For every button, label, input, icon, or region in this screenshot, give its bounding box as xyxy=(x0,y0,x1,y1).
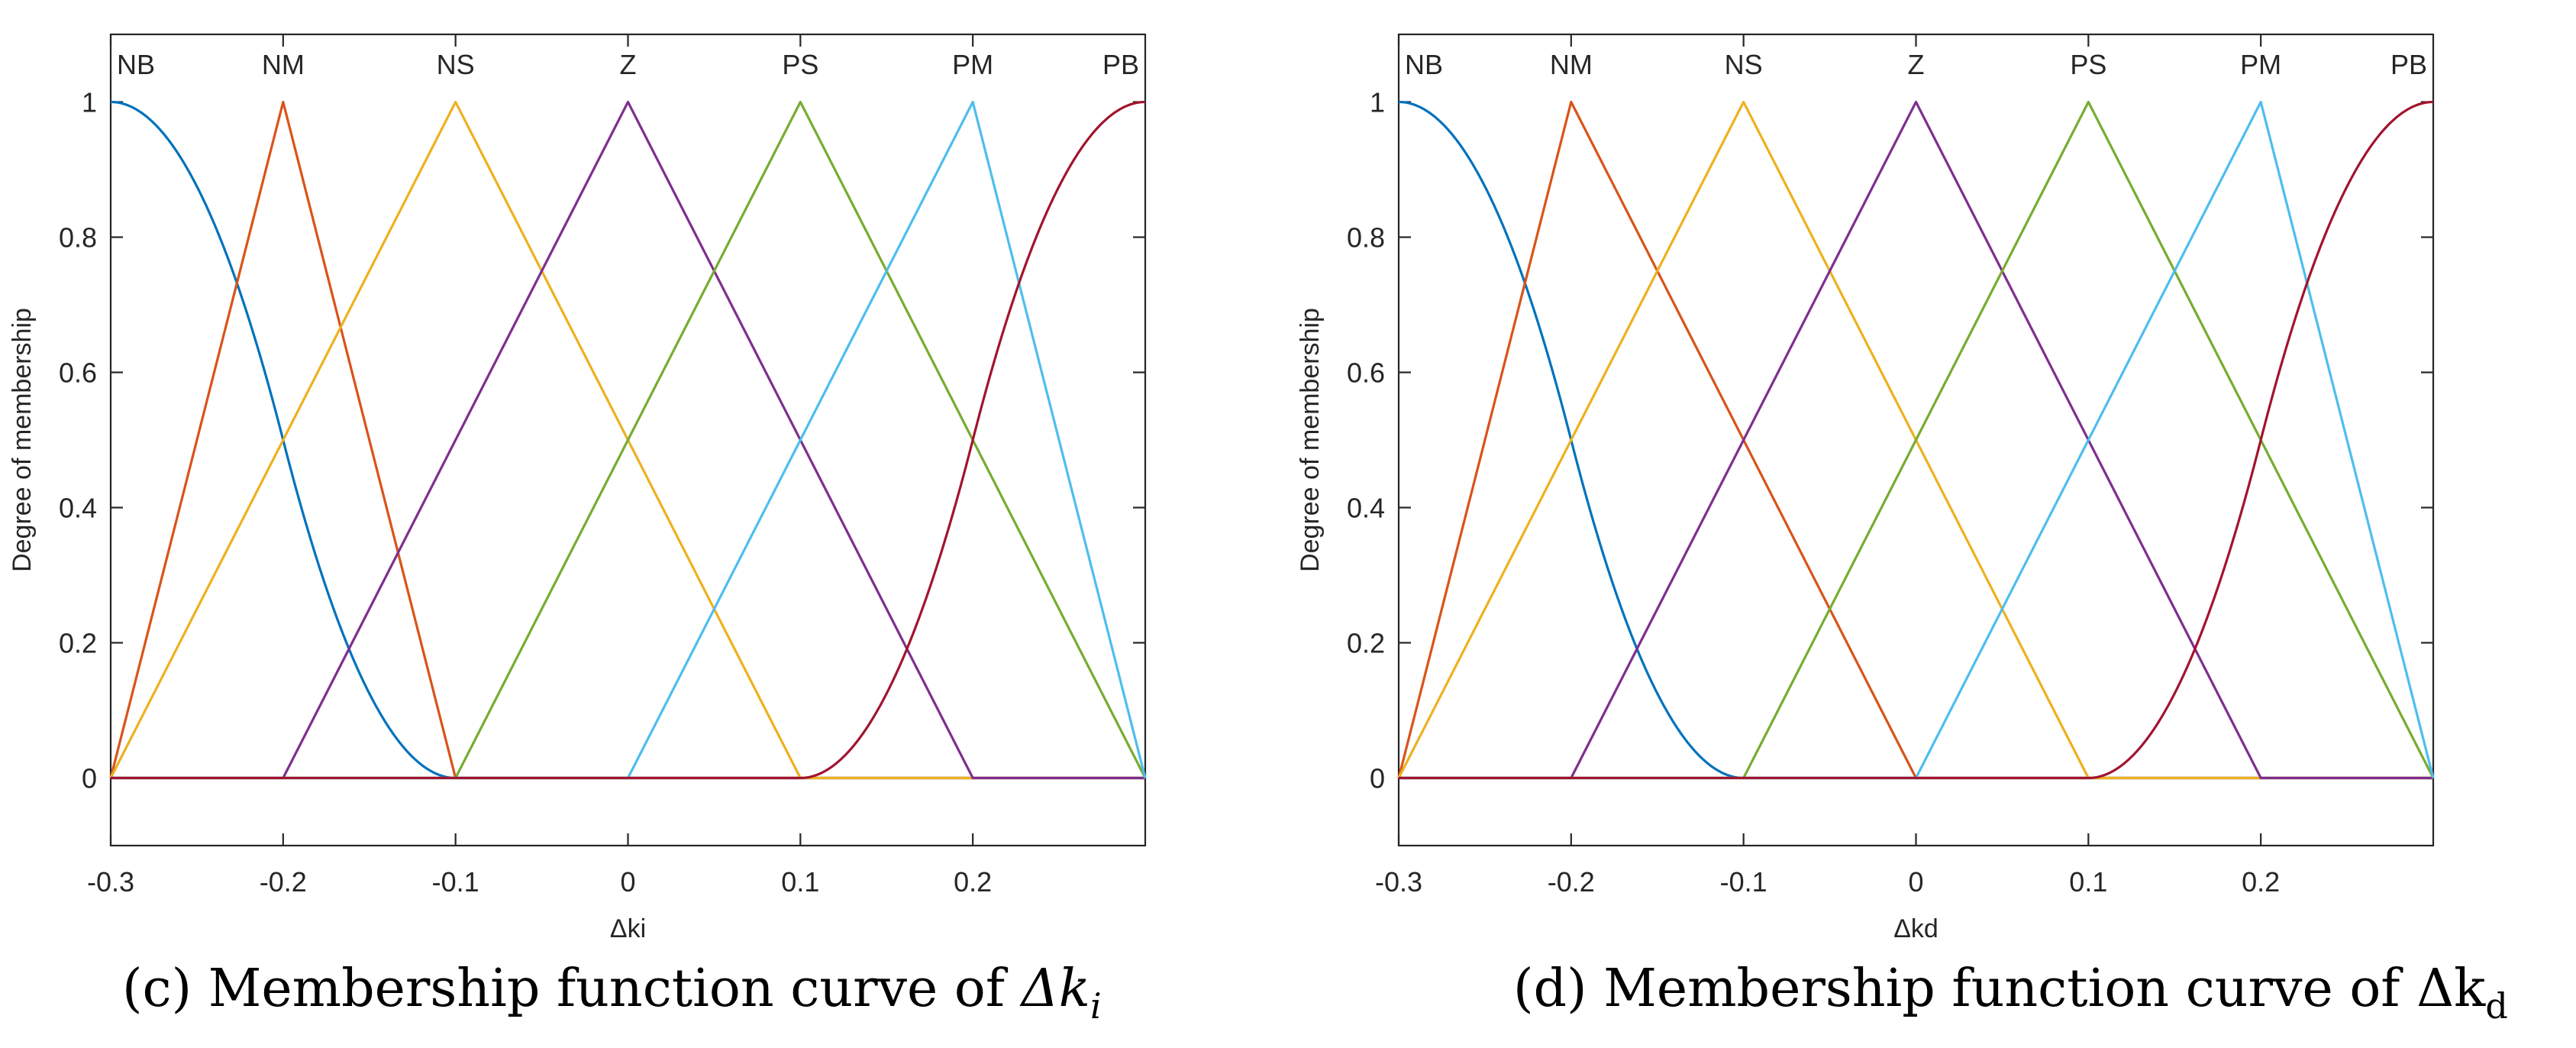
y-tick-label: 0.2 xyxy=(59,628,97,659)
y-tick-label: 0.8 xyxy=(1347,222,1385,254)
y-tick-label: 0 xyxy=(1370,763,1385,794)
x-tick-label: 0.1 xyxy=(2069,866,2107,898)
series-label-ns: NS xyxy=(437,49,475,80)
series-line-pb xyxy=(111,100,1146,780)
x-tick-label: -0.1 xyxy=(1720,866,1767,898)
caption-c-prefix: (c) Membership function curve of xyxy=(122,959,1022,1019)
series-line-ps xyxy=(111,100,1147,780)
series-label-ps: PS xyxy=(782,49,818,80)
caption-d: (d) Membership function curve of Δkd xyxy=(1513,947,2508,1031)
x-tick-label: 0.1 xyxy=(781,866,819,898)
y-tick-label: 0.4 xyxy=(59,493,97,524)
y-tick-label: 0.8 xyxy=(59,222,97,254)
x-tick-label: -0.3 xyxy=(1375,866,1422,898)
panel-c: -0.3 -0.2 -0.1 0 0.1 0.2 0 0.2 0.4 0.6 0.8 1 Δki Degr… xyxy=(0,0,1288,1045)
x-tick-label: -0.2 xyxy=(260,866,307,898)
series-label-nm: NM xyxy=(262,49,305,80)
series-label-pm: PM xyxy=(952,49,993,80)
panel-d: -0.3 -0.2 -0.1 0 0.1 0.2 0 0.2 0.4 0.6 0.8 1 Δkd Degr… xyxy=(1288,0,2576,1045)
caption-d-variable: Δk xyxy=(2416,959,2486,1019)
y-tick-label: 0 xyxy=(82,763,97,794)
chart-d: -0.3 -0.2 -0.1 0 0.1 0.2 0 0.2 0.4 0.6 0.8 1 Δkd Degr… xyxy=(1296,33,2435,943)
x-axis-label: Δkd xyxy=(1893,914,1938,943)
series-line-ps xyxy=(1399,100,2435,780)
x-tick-label: 0 xyxy=(620,866,635,898)
y-axis-label: Degree of membership xyxy=(8,308,37,572)
caption-d-prefix: (d) Membership function curve of xyxy=(1513,959,2417,1019)
series-label-ps: PS xyxy=(2070,49,2106,80)
caption-c-subscript: i xyxy=(1089,985,1102,1027)
series-label-z: Z xyxy=(1908,49,1925,80)
y-tick-label: 0.4 xyxy=(1347,493,1385,524)
y-tick-label: 0.2 xyxy=(1347,628,1385,659)
y-tick-label: 1 xyxy=(82,87,97,118)
y-tick-label: 0.6 xyxy=(1347,357,1385,389)
x-tick-label: 0 xyxy=(1908,866,1923,898)
series-label-nm: NM xyxy=(1550,49,1593,80)
series-label-z: Z xyxy=(620,49,637,80)
caption-c-variable: Δk xyxy=(1021,959,1090,1019)
series-line-pb xyxy=(1399,100,2434,780)
y-tick-label: 0.6 xyxy=(59,357,97,389)
series-label-pb: PB xyxy=(2390,49,2427,80)
series-label-pb: PB xyxy=(1102,49,1139,80)
x-tick-label: -0.1 xyxy=(432,866,479,898)
x-tick-label: 0.2 xyxy=(954,866,992,898)
x-axis-label: Δki xyxy=(610,914,646,943)
caption-d-subscript: d xyxy=(2485,985,2508,1027)
x-tick-label: 0.2 xyxy=(2242,866,2280,898)
series-label-nb: NB xyxy=(117,49,155,80)
x-tick-label: -0.2 xyxy=(1548,866,1595,898)
series-label-nb: NB xyxy=(1405,49,1443,80)
series-label-ns: NS xyxy=(1725,49,1763,80)
y-axis-label: Degree of membership xyxy=(1296,308,1325,572)
y-tick-label: 1 xyxy=(1370,87,1385,118)
x-tick-label: -0.3 xyxy=(87,866,134,898)
caption-c: (c) Membership function curve of Δki xyxy=(122,947,1102,1031)
series-label-pm: PM xyxy=(2240,49,2281,80)
chart-c: -0.3 -0.2 -0.1 0 0.1 0.2 0 0.2 0.4 0.6 0.8 1 Δki Degr… xyxy=(8,33,1147,943)
